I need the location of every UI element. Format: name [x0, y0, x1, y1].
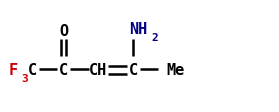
Text: NH: NH: [129, 22, 147, 37]
Text: Me: Me: [167, 62, 185, 77]
Text: F: F: [8, 62, 18, 77]
Text: C: C: [129, 62, 138, 77]
Text: 2: 2: [151, 33, 158, 43]
Text: C: C: [28, 62, 37, 77]
Text: C: C: [59, 62, 68, 77]
Text: O: O: [59, 24, 68, 39]
Text: 3: 3: [21, 73, 28, 83]
Text: CH: CH: [88, 62, 107, 77]
